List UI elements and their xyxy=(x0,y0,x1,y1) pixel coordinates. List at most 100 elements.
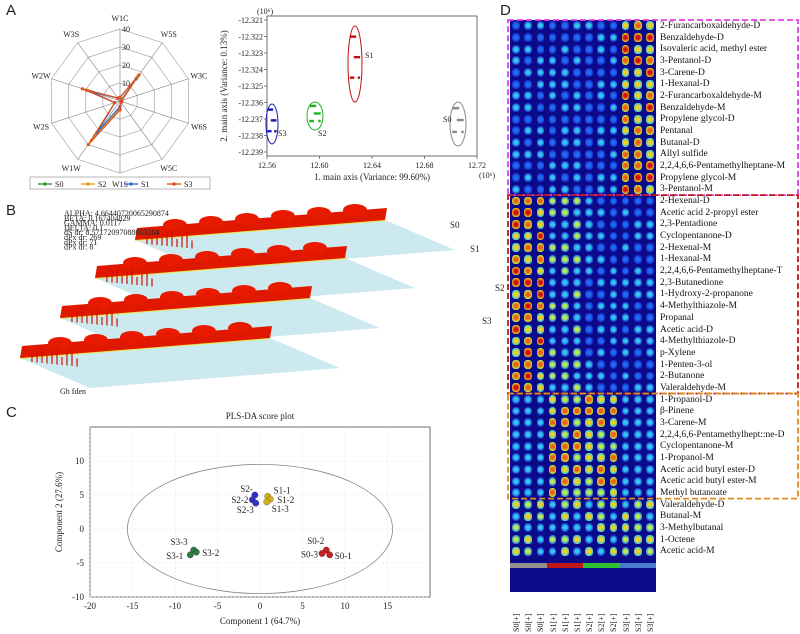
spectrum-peak xyxy=(195,251,219,263)
heatmap-cell xyxy=(585,523,593,533)
heatmap-cell xyxy=(609,535,618,544)
heatmap-cell xyxy=(536,429,545,439)
heatmap-cell xyxy=(597,546,606,556)
heatmap-cell xyxy=(548,336,557,346)
heatmap-cell xyxy=(512,184,520,194)
compound-label: Pentanal xyxy=(660,126,693,137)
compound-label: Isovaleric acid, methyl ester xyxy=(660,44,768,55)
radar-axis-label: W6S xyxy=(191,123,207,132)
plsda-xtick-label: 0 xyxy=(258,601,263,611)
heatmap-cell xyxy=(633,184,642,194)
heatmap-cell xyxy=(585,418,593,428)
heatmap-cell xyxy=(621,126,630,136)
heatmap-cell xyxy=(524,161,533,171)
heatmap-cell xyxy=(536,266,545,276)
heatmap-cell xyxy=(585,243,593,253)
radar-spoke xyxy=(119,78,189,102)
heatmap-cell xyxy=(646,161,654,171)
heatmap-cell xyxy=(646,464,654,474)
heatmap-cell xyxy=(524,336,533,346)
pca-ytick-label: -12.236 xyxy=(238,99,263,108)
plsda-point-label: S0-3 xyxy=(301,549,319,559)
heatmap-cell xyxy=(524,266,533,276)
pca-point xyxy=(311,119,314,123)
heatmap-cell xyxy=(560,114,569,124)
plsda-point-label: S0-1 xyxy=(335,551,352,561)
heatmap-cell xyxy=(524,126,533,136)
heatmap-cell xyxy=(560,33,569,42)
heatmap-cell xyxy=(597,243,606,253)
spectrum-peak xyxy=(124,294,148,306)
heatmap-cell xyxy=(646,103,654,112)
heatmap-cell xyxy=(536,68,545,77)
heatmap-cell xyxy=(560,383,569,393)
heatmap-cell xyxy=(536,523,545,533)
radar-point xyxy=(119,100,123,105)
panel-letter-a: A xyxy=(6,2,17,19)
heatmap-cell xyxy=(573,161,581,171)
heatmap-cell xyxy=(560,161,569,171)
heatmap-cell xyxy=(536,418,545,428)
heatmap-cell xyxy=(633,289,642,299)
plsda-point-label: S1-1 xyxy=(274,485,291,495)
plsda-xtick-label: 5 xyxy=(300,601,305,611)
heatmap-cell xyxy=(646,33,654,42)
heatmap-cell xyxy=(536,33,545,42)
radar-axis-label: W1W xyxy=(62,164,82,173)
heatmap-cell xyxy=(633,68,642,77)
heatmap-cell xyxy=(633,219,642,229)
heatmap-cell xyxy=(597,219,606,229)
heatmap-cell xyxy=(573,348,581,358)
pca-point xyxy=(353,55,357,59)
heatmap-cell xyxy=(512,313,520,323)
heatmap-cell xyxy=(621,429,630,439)
heatmap-cell xyxy=(585,231,593,241)
radar-point xyxy=(118,108,122,112)
heatmap-cell xyxy=(536,138,545,147)
spectrum-peak xyxy=(192,325,216,337)
heatmap-cell xyxy=(560,126,569,136)
spectrum-sample-label: S1 xyxy=(470,244,480,254)
heatmap-cell xyxy=(573,324,581,334)
heatmap-cell xyxy=(573,21,581,31)
spectrum-sample-label: S0 xyxy=(450,220,460,230)
heatmap-cell xyxy=(560,173,569,182)
heatmap-cell xyxy=(512,196,520,206)
heatmap-cell xyxy=(512,79,520,89)
legend-swatch-dot xyxy=(43,182,47,186)
heatmap-cell xyxy=(524,371,533,381)
pca-point xyxy=(353,35,357,38)
heatmap-cell xyxy=(512,243,520,253)
heatmap-cell xyxy=(548,324,557,334)
heatmap-cell xyxy=(646,313,654,323)
heatmap-cell xyxy=(646,114,654,124)
pca-ytick-label: -12.323 xyxy=(238,49,263,58)
heatmap-cell xyxy=(633,56,642,66)
heatmap-cell xyxy=(621,208,630,218)
radar-point xyxy=(113,101,117,105)
compound-label: Acetic acid butyl ester-M xyxy=(660,476,757,487)
heatmap-cell xyxy=(524,278,533,288)
heatmap-cell xyxy=(573,313,581,323)
heatmap-cell xyxy=(609,173,618,182)
heatmap-cell xyxy=(609,488,618,498)
heatmap-cell xyxy=(585,488,593,498)
pca-point xyxy=(355,55,359,59)
heatmap-cell xyxy=(536,371,545,381)
heatmap-cell xyxy=(512,138,520,147)
heatmap-cell xyxy=(633,535,642,544)
heatmap-cell xyxy=(633,523,642,533)
heatmap-cell xyxy=(585,196,593,206)
heatmap-cell xyxy=(609,511,618,521)
heatmap-cell xyxy=(585,324,593,334)
heatmap-cell xyxy=(560,406,569,416)
heatmap-cell xyxy=(560,79,569,89)
heatmap-cell xyxy=(585,464,593,474)
pca-group-ellipse xyxy=(265,103,279,145)
heatmap-cell xyxy=(560,453,569,463)
gc-parameter-text: dPx dr: 269 xyxy=(64,233,101,242)
heatmap-cell xyxy=(621,278,630,288)
heatmap-cell xyxy=(536,208,545,218)
cluster-box xyxy=(507,19,799,197)
heatmap-cell xyxy=(536,336,545,346)
